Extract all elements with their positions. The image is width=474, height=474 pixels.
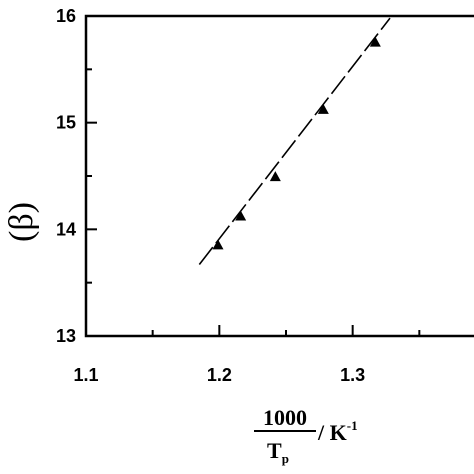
y-axis-label: (β)	[3, 202, 41, 242]
x-label-numerator: 1000	[263, 405, 307, 430]
axis-ticks	[85, 15, 421, 337]
y-tick-label: 15	[56, 113, 76, 133]
data-point-marker	[235, 210, 247, 221]
x-tick-label: 1.3	[340, 365, 365, 385]
data-marks	[198, 17, 391, 266]
y-tick-label: 16	[56, 6, 76, 26]
x-label-denominator: Tp	[267, 438, 289, 466]
y-tick-label: 13	[56, 326, 76, 346]
tick-labels: 1.1 1.2 1.3 13 14 15 16	[56, 6, 365, 385]
data-point-marker	[369, 36, 381, 47]
x-tick-label: 1.2	[207, 365, 232, 385]
x-tick-label: 1.1	[73, 365, 98, 385]
data-point-marker	[269, 171, 281, 182]
data-point-marker	[317, 103, 329, 114]
fit-line	[198, 17, 391, 266]
plot-area-frame	[84, 14, 474, 338]
x-label-unit: / K-1	[317, 418, 358, 445]
y-tick-label: 14	[56, 219, 76, 239]
data-point-marker	[212, 239, 224, 250]
x-axis-label: 1000 Tp / K-1	[254, 405, 358, 466]
